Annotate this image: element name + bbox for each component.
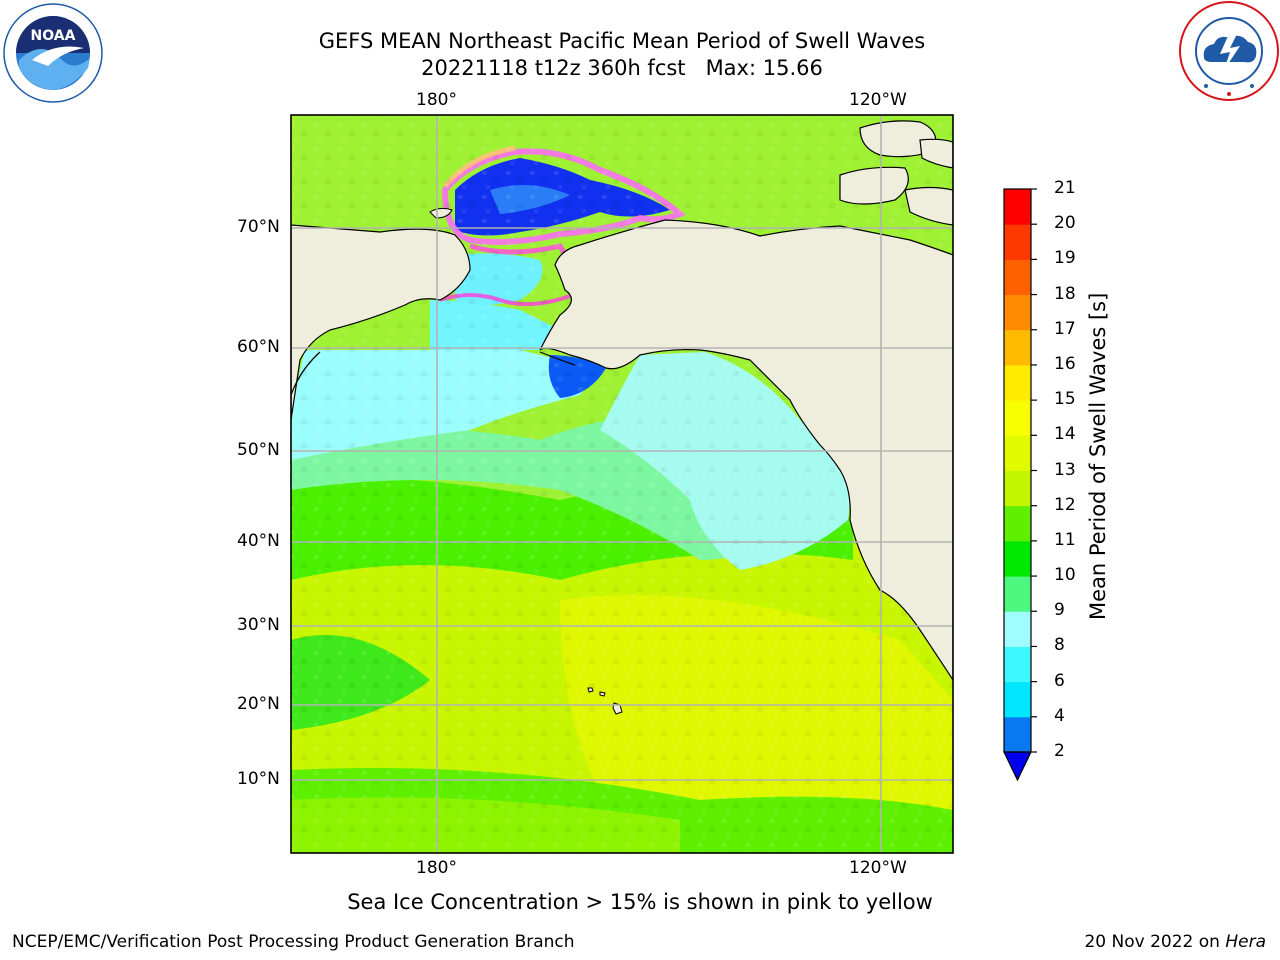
colorbar-bin: [1004, 716, 1031, 753]
noaa-logo-icon: NOAA: [3, 3, 103, 103]
lat-label-30n: 30°N: [237, 615, 280, 635]
lat-label-40n: 40°N: [237, 531, 280, 551]
lat-label-60n: 60°N: [237, 337, 280, 357]
nws-logo: [1178, 0, 1280, 102]
noaa-logo-text: NOAA: [31, 28, 76, 44]
colorbar-tick-label: 17: [1054, 318, 1076, 339]
sea-ice-caption: Sea Ice Concentration > 15% is shown in …: [347, 890, 933, 914]
colorbar-tick-label: 2: [1054, 741, 1065, 761]
lon-label-top-120w: 120°W: [849, 90, 907, 110]
colorbar-bin: [1004, 189, 1031, 225]
lat-label-50n: 50°N: [237, 440, 280, 460]
colorbar-tick-label: 21: [1054, 178, 1076, 198]
colorbar-bin: [1004, 435, 1031, 471]
footer-machine: Hera: [1225, 932, 1266, 952]
colorbar-tick-label: 8: [1054, 635, 1065, 656]
colorbar-bin: [1004, 611, 1031, 647]
colorbar-bin: [1004, 681, 1031, 718]
lon-label-top-180: 180°: [416, 90, 457, 110]
colorbar: [1003, 188, 1037, 782]
colorbar-bin: [1004, 646, 1031, 683]
colorbar-bin: [1004, 400, 1031, 436]
lon-label-bottom-120w: 120°W: [849, 858, 907, 878]
plot-title: GEFS MEAN Northeast Pacific Mean Period …: [318, 29, 926, 53]
map-frame: [290, 114, 954, 854]
colorbar-bin: [1004, 576, 1031, 612]
colorbar-tick-label: 20: [1054, 213, 1076, 234]
colorbar-bin: [1004, 470, 1031, 507]
colorbar-bin: [1004, 224, 1031, 260]
colorbar-tick-label: 14: [1054, 424, 1076, 445]
colorbar-tick-label: 9: [1054, 600, 1065, 621]
colorbar-tick-label: 6: [1054, 670, 1065, 691]
map-gridlines: [291, 115, 953, 853]
colorbar-tick-label: 16: [1054, 353, 1076, 374]
map-field: [291, 115, 953, 853]
lat-label-70n: 70°N: [237, 217, 280, 237]
colorbar-tick-label: 19: [1054, 248, 1076, 269]
footer-date: 20 Nov 2022 on Hera: [1084, 932, 1266, 952]
colorbar-tick-label: 4: [1054, 705, 1065, 726]
colorbar-tick-label: 12: [1054, 494, 1076, 515]
nws-logo-icon: [1179, 1, 1279, 101]
colorbar-tick-label: 13: [1054, 459, 1076, 480]
footer-credit: NCEP/EMC/Verification Post Processing Pr…: [12, 932, 575, 952]
colorbar-extend-min: [1003, 751, 1032, 782]
colorbar-label: Mean Period of Swell Waves [s]: [1086, 292, 1110, 620]
colorbar-tick-label: 15: [1054, 389, 1076, 410]
footer-date-prefix: 20 Nov 2022 on: [1084, 932, 1226, 952]
lat-label-20n: 20°N: [237, 694, 280, 714]
lat-label-10n: 10°N: [237, 769, 280, 789]
noaa-logo: NOAA: [2, 2, 104, 104]
colorbar-bin: [1004, 259, 1031, 296]
colorbar-bin: [1004, 540, 1031, 577]
colorbar-bin: [1004, 294, 1031, 331]
colorbar-tick-label: 11: [1054, 529, 1076, 550]
plot-subtitle: 20221118 t12z 360h fcst Max: 15.66: [421, 56, 823, 80]
colorbar-bin: [1004, 364, 1031, 401]
colorbar-bin: [1004, 505, 1031, 542]
colorbar-tick-label: 10: [1054, 565, 1076, 586]
colorbar-bin: [1004, 329, 1031, 366]
colorbar-tick-label: 18: [1054, 283, 1076, 304]
lon-label-bottom-180: 180°: [416, 858, 457, 878]
